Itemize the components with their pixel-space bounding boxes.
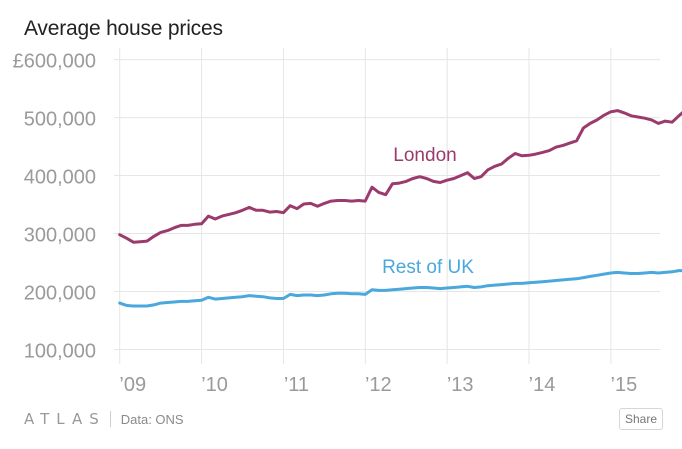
atlas-logo[interactable]: ATLAS bbox=[24, 410, 106, 428]
series-label-rest-of-uk: Rest of UK bbox=[382, 257, 474, 278]
series-line-london bbox=[118, 109, 682, 244]
x-tick-label: ’11 bbox=[284, 374, 309, 396]
x-tick-label: ’13 bbox=[447, 374, 474, 396]
y-tick-label: £600,000 bbox=[13, 51, 96, 73]
chart-title: Average house prices bbox=[24, 17, 223, 40]
y-tick-label: 500,000 bbox=[24, 109, 96, 131]
x-tick-label: ’15 bbox=[611, 374, 638, 396]
x-tick-label: ’12 bbox=[365, 374, 392, 396]
series-label-london: London bbox=[393, 145, 456, 166]
footer-divider bbox=[109, 411, 111, 427]
y-tick-label: 200,000 bbox=[24, 283, 96, 305]
x-tick-label: ’14 bbox=[529, 374, 556, 396]
y-tick-label: 100,000 bbox=[24, 341, 96, 363]
footer: ATLAS Data: ONS bbox=[24, 408, 184, 430]
series-line-rest-of-uk bbox=[118, 269, 682, 308]
x-tick-label: ’10 bbox=[201, 374, 228, 396]
share-button[interactable]: Share bbox=[619, 408, 663, 430]
data-source: Data: ONS bbox=[120, 411, 184, 427]
x-tick-label: ’09 bbox=[119, 374, 146, 396]
y-tick-label: 300,000 bbox=[24, 225, 96, 247]
y-tick-label: 400,000 bbox=[24, 167, 96, 189]
